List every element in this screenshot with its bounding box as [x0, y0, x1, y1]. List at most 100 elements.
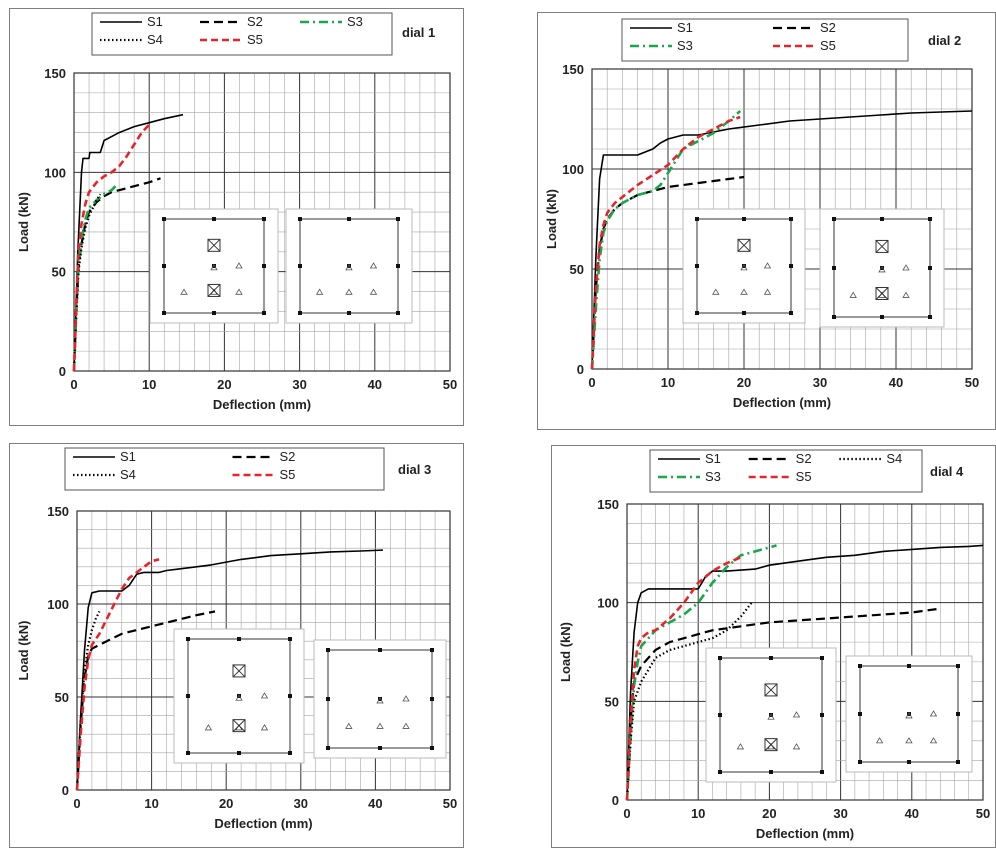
- series-line-s3: [625, 544, 777, 801]
- series-line-s5: [625, 556, 742, 801]
- legend-label-s1: S1: [677, 20, 693, 35]
- x-tick-label: 40: [905, 806, 919, 821]
- slab-schematic-inset: [819, 208, 945, 328]
- slab-schematic-inset: [149, 208, 279, 324]
- y-tick-label: 0: [577, 362, 584, 377]
- x-tick-label: 40: [368, 796, 382, 811]
- y-tick-label: 50: [570, 262, 584, 277]
- slab-schematic-inset: [173, 628, 305, 764]
- chart-dial-4: 0 10 20 30 40 50 0 50 100 150 Deflection (mm) Load …: [558, 449, 990, 841]
- series-line-s5: [75, 558, 160, 791]
- chart-title: dial 3: [398, 462, 431, 477]
- chart-panel-dial-4: 0 10 20 30 40 50 0 50 100 150 Deflection (mm) Load …: [551, 445, 996, 848]
- series-line-s2: [625, 607, 941, 801]
- x-tick-label: 20: [762, 806, 776, 821]
- y-axis-label: Load (kN): [544, 189, 559, 249]
- legend-label-s1: S1: [120, 449, 136, 464]
- legend-label-s2: S2: [796, 451, 812, 466]
- slab-schematic-inset: [285, 208, 413, 324]
- slab-schematic-inset: [682, 208, 806, 324]
- legend-label-s2: S2: [820, 20, 836, 35]
- y-tick-label: 0: [59, 364, 66, 379]
- x-tick-label: 10: [691, 806, 705, 821]
- x-tick-label: 30: [294, 796, 308, 811]
- y-tick-label: 0: [62, 783, 69, 798]
- slab-schematic-inset: [313, 639, 447, 759]
- x-tick-label: 40: [889, 375, 903, 390]
- series-line-s4: [625, 602, 753, 801]
- y-tick-label: 150: [597, 497, 619, 512]
- x-axis-label: Deflection (mm): [214, 816, 312, 831]
- x-tick-label: 40: [368, 377, 382, 392]
- x-tick-label: 10: [661, 375, 675, 390]
- legend-label-s3: S3: [347, 14, 363, 29]
- x-tick-label: 10: [142, 377, 156, 392]
- x-axis-label: Deflection (mm): [733, 395, 831, 410]
- series-line-s4: [75, 610, 101, 791]
- legend-label-s5: S5: [796, 469, 812, 484]
- x-tick-label: 20: [217, 377, 231, 392]
- slab-schematic-inset: [705, 647, 837, 783]
- series-line-s1: [73, 113, 184, 372]
- legend-label-s5: S5: [820, 38, 836, 53]
- x-tick-label: 20: [219, 796, 233, 811]
- plot-area-border: [73, 72, 451, 372]
- chart-dial-1: 0 10 20 30 40 50 0 50 100 150 Deflection (mm) Load …: [16, 12, 457, 412]
- slab-schematic-inset: [845, 655, 973, 773]
- chart-panel-dial-2: 0 10 20 30 40 50 0 50 100 150 Deflection (mm) Load …: [537, 12, 996, 430]
- y-axis-label: Load (kN): [16, 621, 31, 681]
- legend-label-s4: S4: [120, 467, 136, 482]
- legend: S1 S2 S3 S5: [621, 18, 909, 62]
- series-line-s1: [626, 544, 984, 801]
- legend-label-s4: S4: [886, 451, 902, 466]
- x-tick-label: 0: [70, 377, 77, 392]
- legend-label-s3: S3: [677, 38, 693, 53]
- x-tick-label: 0: [623, 806, 630, 821]
- x-tick-label: 50: [965, 375, 979, 390]
- y-tick-label: 100: [597, 596, 619, 611]
- plot-area-border: [626, 503, 984, 801]
- x-tick-label: 30: [833, 806, 847, 821]
- chart-panel-dial-1: 0 10 20 30 40 50 0 50 100 150 Deflection (mm) Load …: [9, 8, 464, 426]
- x-tick-label: 50: [443, 796, 457, 811]
- x-tick-label: 10: [144, 796, 158, 811]
- y-tick-label: 100: [44, 165, 66, 180]
- legend-label-s5: S5: [247, 32, 263, 47]
- legend-label-s2: S2: [280, 449, 296, 464]
- x-axis-label: Deflection (mm): [213, 397, 311, 412]
- legend-label-s2: S2: [247, 14, 263, 29]
- x-axis-label: Deflection (mm): [756, 826, 854, 841]
- x-tick-label: 50: [443, 377, 457, 392]
- plot-area-border: [591, 68, 973, 370]
- chart-dial-2: 0 10 20 30 40 50 0 50 100 150 Deflection (mm) Load …: [544, 18, 979, 410]
- x-tick-label: 30: [813, 375, 827, 390]
- y-tick-label: 100: [47, 597, 69, 612]
- x-tick-label: 30: [292, 377, 306, 392]
- series-line-s1: [76, 549, 383, 791]
- series-line-s5: [72, 123, 151, 372]
- legend-label-s5: S5: [280, 467, 296, 482]
- x-tick-label: 0: [588, 375, 595, 390]
- y-tick-label: 50: [55, 690, 69, 705]
- legend: S1 S2 S4 S3 S5: [649, 449, 923, 493]
- legend: S1 S2 S3 S4 S5: [91, 12, 393, 56]
- y-tick-label: 150: [44, 66, 66, 81]
- chart-title: dial 2: [928, 33, 961, 48]
- x-tick-label: 50: [976, 806, 990, 821]
- y-tick-label: 0: [612, 793, 619, 808]
- legend-label-s3: S3: [705, 469, 721, 484]
- series-line-s1: [591, 110, 973, 370]
- plot-area-border: [76, 510, 451, 791]
- y-tick-label: 50: [605, 694, 619, 709]
- y-axis-label: Load (kN): [558, 622, 573, 682]
- x-tick-label: 20: [737, 375, 751, 390]
- legend-label-s4: S4: [147, 32, 163, 47]
- series-line-s2: [75, 610, 216, 791]
- chart-title: dial 4: [930, 464, 964, 479]
- chart-title: dial 1: [402, 25, 435, 40]
- legend: S1 S2 S4 S5: [64, 447, 385, 491]
- y-tick-label: 50: [52, 265, 66, 280]
- legend-label-s1: S1: [147, 14, 163, 29]
- y-tick-label: 150: [562, 62, 584, 77]
- series-line-s3: [590, 110, 742, 370]
